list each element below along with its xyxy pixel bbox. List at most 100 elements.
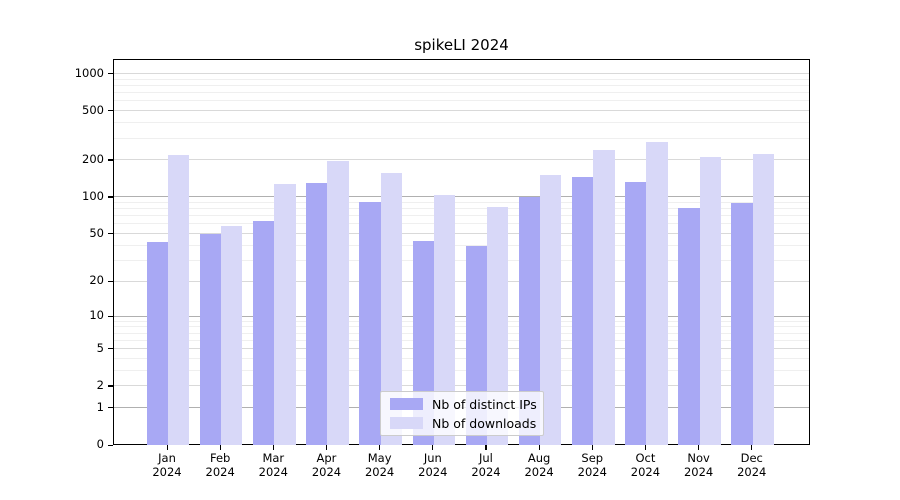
bar-distinct-ips-dec bbox=[731, 202, 753, 445]
gridline-200 bbox=[114, 159, 809, 161]
bar-downloads-jul bbox=[486, 206, 509, 445]
x-tick-label-may: May bbox=[367, 451, 392, 465]
legend-label-distinct-ips: Nb of distinct IPs bbox=[432, 396, 537, 412]
gridline-60 bbox=[114, 223, 809, 225]
gridline-10 bbox=[114, 315, 809, 317]
bar-distinct-ips-mar bbox=[253, 221, 275, 445]
x-tick-year-feb: 2024 bbox=[205, 465, 235, 479]
gridline-800 bbox=[114, 85, 809, 87]
x-tick-label-dec: Dec bbox=[740, 451, 763, 465]
bar-downloads-jan bbox=[168, 155, 190, 445]
y-tick-mark-0 bbox=[108, 444, 113, 446]
x-tick-label-jan: Jan bbox=[158, 451, 176, 465]
gridline-80 bbox=[114, 208, 809, 210]
x-tick-year-jun: 2024 bbox=[418, 465, 448, 479]
bar-distinct-ips-jan bbox=[146, 242, 168, 445]
y-tick-mark-500 bbox=[108, 110, 113, 112]
bar-distinct-ips-sep bbox=[571, 177, 594, 445]
x-tick-label-feb: Feb bbox=[209, 451, 231, 465]
gridline-300 bbox=[114, 137, 809, 139]
x-tick-mark-mar bbox=[272, 445, 274, 450]
gridline-70 bbox=[114, 215, 809, 217]
bar-downloads-mar bbox=[274, 184, 296, 445]
x-tick-year-sep: 2024 bbox=[577, 465, 607, 479]
bar-downloads-apr bbox=[327, 161, 349, 445]
bar-downloads-jun bbox=[433, 194, 456, 445]
gridline-700 bbox=[114, 92, 809, 94]
x-tick-year-jul: 2024 bbox=[471, 465, 501, 479]
legend-row-downloads: Nb of downloads bbox=[390, 415, 537, 431]
x-tick-mark-jul bbox=[485, 445, 487, 450]
x-tick-mark-oct bbox=[644, 445, 647, 450]
x-tick-year-may: 2024 bbox=[364, 465, 395, 479]
y-tick-label-200: 200 bbox=[82, 151, 104, 166]
x-tick-mark-dec bbox=[751, 445, 753, 450]
gridline-3 bbox=[114, 369, 809, 371]
x-tick-label-aug: Aug bbox=[527, 451, 551, 465]
x-tick-mark-sep bbox=[591, 445, 593, 450]
x-tick-label-jun: Jun bbox=[423, 451, 442, 465]
x-tick-label-sep: Sep bbox=[581, 451, 604, 465]
y-tick-label-5: 5 bbox=[96, 340, 104, 355]
bar-distinct-ips-feb bbox=[199, 234, 222, 445]
x-tick-mark-may bbox=[379, 445, 381, 450]
bar-downloads-may bbox=[380, 172, 402, 445]
y-tick-label-0: 0 bbox=[96, 437, 104, 451]
gridline-900 bbox=[114, 78, 809, 80]
chart-title: spikeLI 2024 bbox=[414, 36, 509, 54]
x-tick-year-dec: 2024 bbox=[737, 465, 767, 479]
gridline-40 bbox=[114, 244, 809, 246]
y-tick-mark-10 bbox=[108, 315, 113, 317]
y-tick-mark-20 bbox=[108, 280, 113, 282]
x-tick-year-jan: 2024 bbox=[152, 465, 182, 479]
bar-downloads-dec bbox=[752, 154, 775, 445]
bar-downloads-feb bbox=[221, 226, 243, 445]
x-tick-label-apr: Apr bbox=[316, 451, 337, 465]
x-tick-mark-feb bbox=[219, 445, 221, 450]
y-tick-label-50: 50 bbox=[89, 225, 104, 240]
gridline-7 bbox=[114, 332, 809, 334]
bar-distinct-ips-aug bbox=[518, 197, 541, 445]
y-tick-label-500: 500 bbox=[82, 102, 104, 117]
gridline-30 bbox=[114, 259, 809, 261]
x-tick-year-oct: 2024 bbox=[630, 465, 661, 479]
gridline-2 bbox=[114, 385, 809, 387]
y-tick-mark-50 bbox=[108, 233, 113, 235]
gridline-600 bbox=[114, 100, 809, 102]
y-tick-label-2: 2 bbox=[96, 377, 104, 392]
gridline-90 bbox=[114, 201, 809, 203]
bar-distinct-ips-nov bbox=[678, 207, 700, 445]
x-tick-label-mar: Mar bbox=[262, 451, 285, 465]
x-tick-mark-nov bbox=[698, 445, 700, 450]
legend: Nb of distinct IPs Nb of downloads bbox=[380, 391, 544, 436]
x-tick-label-nov: Nov bbox=[687, 451, 710, 465]
x-tick-year-apr: 2024 bbox=[311, 465, 342, 479]
legend-swatch-downloads bbox=[390, 417, 423, 429]
x-tick-year-nov: 2024 bbox=[683, 465, 714, 479]
x-tick-label-oct: Oct bbox=[635, 451, 656, 465]
y-tick-label-10: 10 bbox=[89, 308, 104, 323]
y-tick-label-100: 100 bbox=[82, 188, 104, 203]
bar-distinct-ips-may bbox=[359, 201, 381, 445]
gridline-20 bbox=[114, 280, 809, 282]
gridline-100 bbox=[114, 196, 809, 198]
y-tick-mark-200 bbox=[108, 159, 113, 161]
x-tick-year-mar: 2024 bbox=[258, 465, 288, 479]
gridline-500 bbox=[114, 110, 809, 112]
legend-label-downloads: Nb of downloads bbox=[432, 415, 537, 431]
bar-downloads-aug bbox=[540, 174, 562, 445]
x-tick-mark-aug bbox=[538, 445, 540, 450]
y-tick-mark-1000 bbox=[108, 73, 113, 75]
legend-row-distinct-ips: Nb of distinct IPs bbox=[390, 396, 537, 412]
y-tick-label-1: 1 bbox=[96, 399, 104, 414]
gridline-50 bbox=[114, 233, 809, 235]
gridline-9 bbox=[114, 320, 809, 322]
x-tick-mark-jun bbox=[432, 445, 434, 450]
gridline-8 bbox=[114, 326, 809, 328]
gridline-400 bbox=[114, 122, 809, 124]
y-tick-mark-1 bbox=[108, 407, 113, 409]
x-tick-label-jul: Jul bbox=[479, 451, 493, 465]
gridline-5 bbox=[114, 348, 809, 350]
x-tick-mark-apr bbox=[325, 445, 328, 450]
